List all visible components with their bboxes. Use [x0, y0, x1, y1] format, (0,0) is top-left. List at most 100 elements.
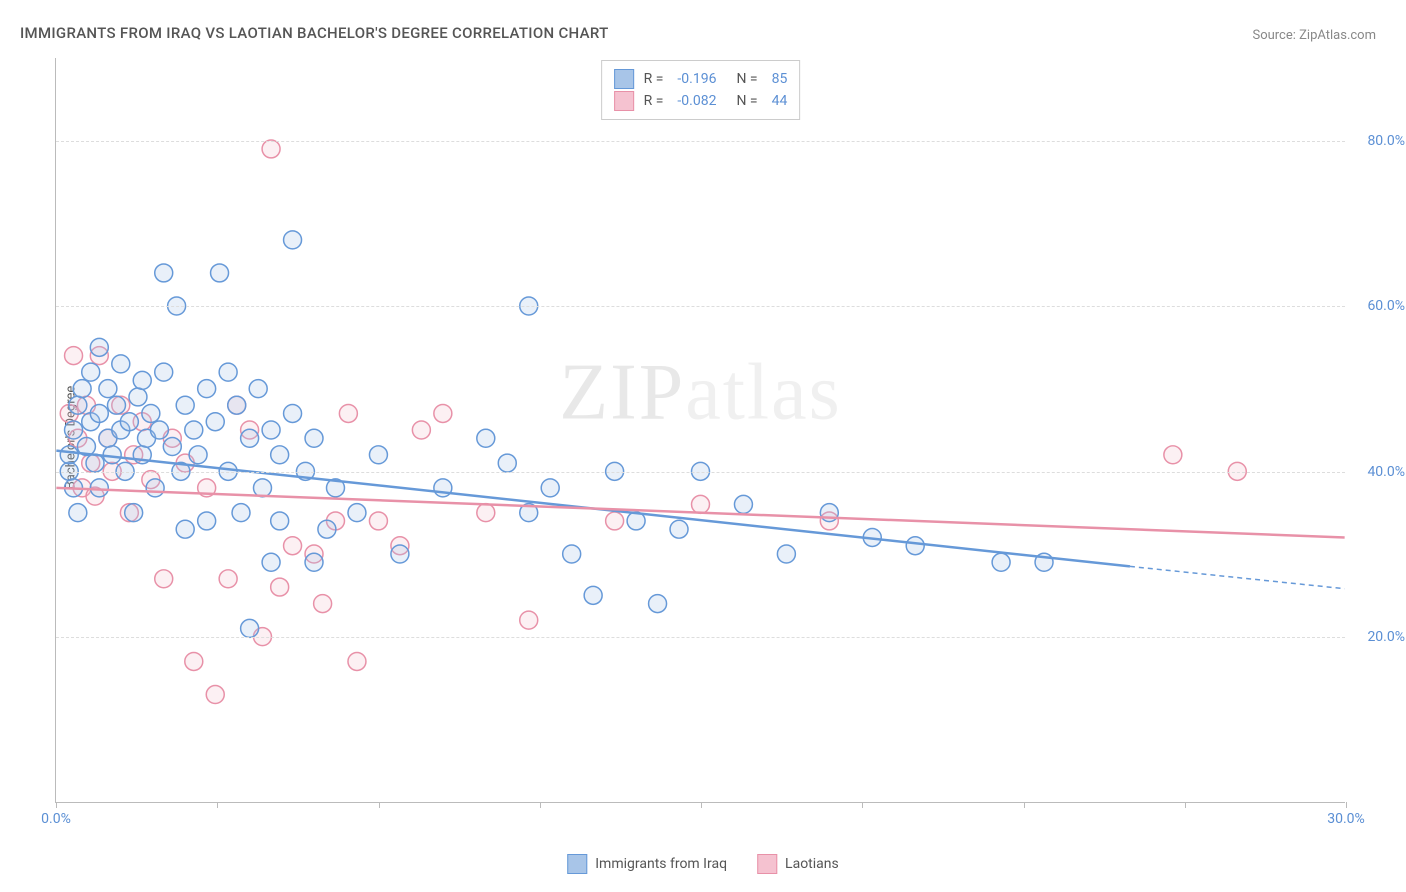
scatter-point-iraq	[219, 363, 237, 381]
scatter-point-iraq	[198, 380, 216, 398]
scatter-point-iraq	[206, 413, 224, 431]
scatter-point-laotians	[206, 686, 224, 704]
scatter-point-iraq	[176, 520, 194, 538]
scatter-point-iraq	[176, 396, 194, 414]
scatter-point-laotians	[434, 404, 452, 422]
gridline	[56, 637, 1345, 638]
x-tick-mark	[862, 802, 863, 808]
x-tick-mark	[1346, 802, 1347, 808]
gridline	[56, 472, 1345, 473]
scatter-point-iraq	[155, 363, 173, 381]
scatter-point-iraq	[541, 479, 559, 497]
scatter-point-iraq	[69, 396, 87, 414]
scatter-point-laotians	[520, 611, 538, 629]
x-tick-mark	[701, 802, 702, 808]
y-tick-label: 60.0%	[1367, 298, 1405, 314]
scatter-point-iraq	[86, 454, 104, 472]
legend-label-iraq: Immigrants from Iraq	[595, 856, 727, 872]
scatter-point-laotians	[314, 595, 332, 613]
scatter-point-iraq	[112, 355, 130, 373]
scatter-point-iraq	[69, 504, 87, 522]
scatter-point-laotians	[271, 578, 289, 596]
scatter-point-laotians	[412, 421, 430, 439]
scatter-point-iraq	[777, 545, 795, 563]
scatter-point-iraq	[155, 264, 173, 282]
scatter-point-iraq	[477, 429, 495, 447]
scatter-point-iraq	[391, 545, 409, 563]
trend-extrapolation-iraq	[1130, 566, 1345, 588]
scatter-point-iraq	[185, 421, 203, 439]
y-tick-label: 40.0%	[1367, 464, 1405, 480]
scatter-point-iraq	[146, 479, 164, 497]
scatter-point-iraq	[189, 446, 207, 464]
scatter-point-laotians	[692, 495, 710, 513]
scatter-point-iraq	[65, 421, 83, 439]
scatter-svg	[56, 58, 1345, 802]
scatter-point-iraq	[584, 586, 602, 604]
scatter-point-laotians	[155, 570, 173, 588]
scatter-point-iraq	[271, 512, 289, 530]
scatter-point-iraq	[107, 396, 125, 414]
scatter-point-iraq	[992, 553, 1010, 571]
scatter-point-iraq	[163, 438, 181, 456]
x-tick-mark	[379, 802, 380, 808]
scatter-point-iraq	[129, 388, 147, 406]
y-tick-label: 80.0%	[1367, 133, 1405, 149]
scatter-point-iraq	[249, 380, 267, 398]
y-tick-label: 20.0%	[1367, 629, 1405, 645]
scatter-point-iraq	[120, 413, 138, 431]
scatter-point-iraq	[305, 553, 323, 571]
scatter-point-iraq	[211, 264, 229, 282]
scatter-point-iraq	[318, 520, 336, 538]
scatter-point-laotians	[262, 140, 280, 158]
legend-item-laotians: Laotians	[757, 854, 839, 874]
scatter-point-iraq	[198, 512, 216, 530]
source-attribution: Source: ZipAtlas.com	[1252, 28, 1376, 43]
scatter-point-iraq	[305, 429, 323, 447]
x-tick-mark	[1024, 802, 1025, 808]
scatter-point-iraq	[348, 504, 366, 522]
scatter-point-iraq	[82, 363, 100, 381]
gridline	[56, 306, 1345, 307]
scatter-point-iraq	[90, 479, 108, 497]
scatter-point-laotians	[185, 652, 203, 670]
scatter-point-iraq	[241, 429, 259, 447]
x-tick-mark	[56, 802, 57, 808]
scatter-point-iraq	[649, 595, 667, 613]
scatter-point-laotians	[339, 404, 357, 422]
legend-label-laotians: Laotians	[785, 856, 839, 872]
series-legend: Immigrants from Iraq Laotians	[567, 854, 839, 874]
chart-title: IMMIGRANTS FROM IRAQ VS LAOTIAN BACHELOR…	[20, 24, 609, 42]
x-tick-mark	[217, 802, 218, 808]
scatter-point-iraq	[90, 338, 108, 356]
scatter-point-iraq	[254, 479, 272, 497]
scatter-point-iraq	[284, 231, 302, 249]
scatter-point-iraq	[734, 495, 752, 513]
scatter-point-iraq	[271, 446, 289, 464]
scatter-point-iraq	[284, 404, 302, 422]
scatter-point-iraq	[125, 504, 143, 522]
scatter-point-iraq	[241, 619, 259, 637]
scatter-point-iraq	[142, 404, 160, 422]
scatter-point-iraq	[150, 421, 168, 439]
scatter-point-laotians	[219, 570, 237, 588]
scatter-point-iraq	[369, 446, 387, 464]
x-tick-mark	[540, 802, 541, 808]
scatter-point-iraq	[73, 380, 91, 398]
scatter-point-iraq	[99, 380, 117, 398]
scatter-point-laotians	[369, 512, 387, 530]
scatter-point-iraq	[262, 553, 280, 571]
chart-plot-area: Bachelor's Degree ZIPatlas R = -0.196 N …	[55, 58, 1345, 803]
legend-item-iraq: Immigrants from Iraq	[567, 854, 727, 874]
swatch-iraq	[567, 854, 587, 874]
scatter-point-laotians	[1164, 446, 1182, 464]
scatter-point-laotians	[348, 652, 366, 670]
scatter-point-laotians	[284, 537, 302, 555]
scatter-point-iraq	[232, 504, 250, 522]
scatter-point-laotians	[606, 512, 624, 530]
x-tick-label: 0.0%	[41, 811, 71, 827]
x-tick-mark	[1185, 802, 1186, 808]
x-tick-label: 30.0%	[1327, 811, 1365, 827]
scatter-point-laotians	[477, 504, 495, 522]
scatter-point-iraq	[498, 454, 516, 472]
